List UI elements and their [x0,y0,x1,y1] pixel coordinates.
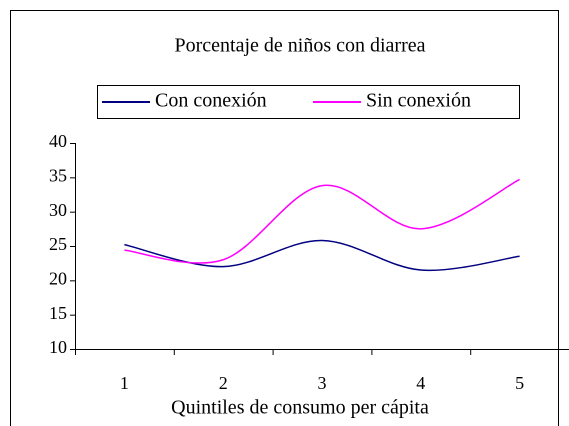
x-tick-label: 2 [219,373,228,393]
chart-frame [10,10,559,426]
data-line [124,178,520,264]
chart-title: Porcentaje de niños con diarrea [174,35,425,57]
y-tick-label: 20 [49,268,67,288]
y-tick-label: 35 [49,165,67,185]
y-tick-label: 30 [49,200,67,220]
data-line [124,239,520,272]
x-axis-label: Quintiles de consumo per cápita [171,397,429,419]
y-tick-label: 40 [49,131,67,151]
x-tick-label: 5 [515,373,524,393]
y-tick-label: 10 [49,337,67,357]
y-tick-label: 15 [49,303,67,323]
legend-label: Sin conexión [366,90,471,112]
legend-box [97,85,520,119]
y-tick-label: 25 [49,234,67,254]
x-tick-label: 1 [120,373,129,393]
x-tick-label: 4 [416,373,425,393]
legend-label: Con conexión [155,90,267,112]
x-tick-label: 3 [318,373,327,393]
